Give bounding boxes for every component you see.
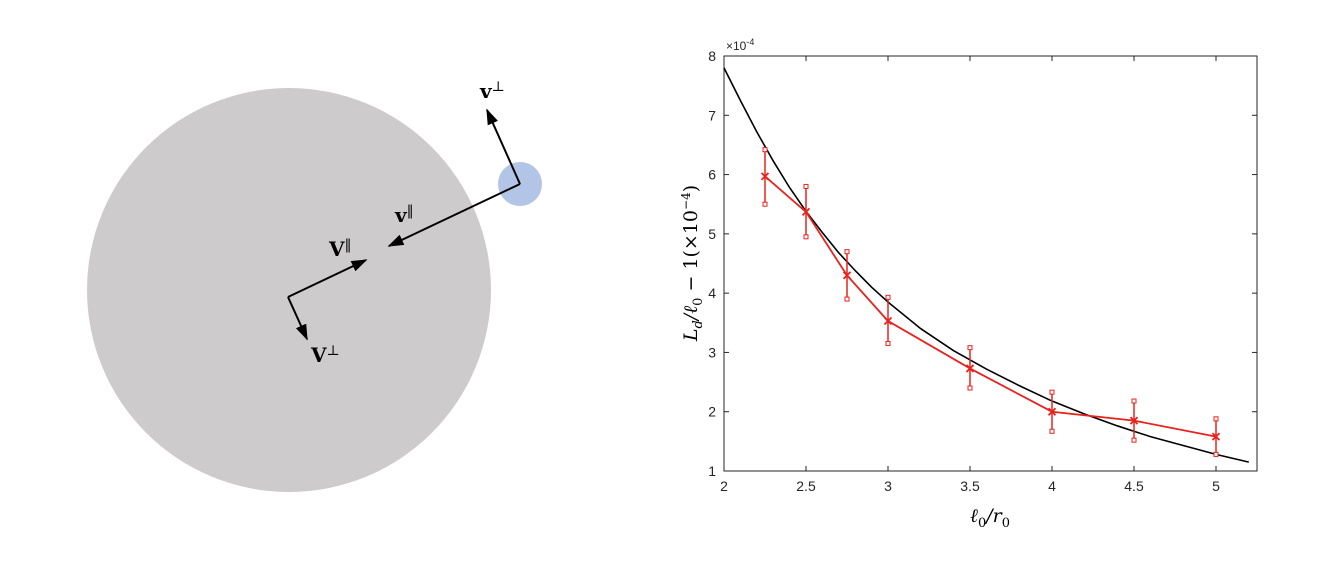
y-axis-label: Ld/ℓ0 − 1(×10−4) [679, 185, 706, 342]
error-cap-high [1213, 416, 1219, 422]
measured-line [764, 175, 1217, 438]
large-disk [87, 88, 491, 492]
data-point [842, 271, 852, 280]
error-cap-low [762, 201, 768, 207]
error-cap-low [885, 341, 891, 347]
data-point [965, 364, 975, 373]
error-cap-low [967, 385, 973, 391]
v-par-arrow [387, 183, 521, 247]
y-tick-label: 1 [708, 463, 716, 479]
error-cap-low [1131, 437, 1137, 443]
data-point [883, 316, 893, 326]
error-cap-high [1049, 389, 1055, 395]
V-par-arrow [287, 259, 368, 298]
y-tick-label: 8 [708, 48, 716, 64]
x-tick-label: 2 [720, 478, 728, 494]
x-tick-label: 3.5 [960, 478, 980, 494]
error-cap-high [967, 345, 973, 351]
v-perp-label: v⊥ [479, 79, 505, 103]
v-par-label: v‖ [394, 203, 414, 227]
error-cap-high [844, 249, 850, 255]
y-exponent: ×10-4 [726, 37, 754, 53]
x-tick-label: 4.5 [1124, 478, 1144, 494]
measured-series [760, 147, 1221, 457]
x-tick-label: 4 [1048, 478, 1056, 494]
x-tick-label: 2.5 [796, 478, 816, 494]
data-point [1211, 432, 1221, 441]
error-cap-low [803, 234, 809, 240]
data-point [760, 172, 770, 181]
V-par-label: V‖ [328, 237, 352, 261]
V-perp-arrow [287, 296, 308, 341]
y-tick-label: 3 [708, 344, 716, 360]
error-cap-high [762, 147, 768, 153]
error-cap-high [885, 294, 891, 300]
error-cap-high [1131, 398, 1137, 404]
y-tick-label: 5 [708, 226, 716, 242]
x-axis-label: ℓ0/r0 [970, 505, 1010, 531]
x-tick-label: 3 [884, 478, 892, 494]
y-tick-label: 4 [708, 285, 716, 301]
error-cap-low [1213, 451, 1219, 457]
x-tick-label: 5 [1212, 478, 1220, 494]
y-tick-label: 7 [708, 107, 716, 123]
error-cap-low [1049, 428, 1055, 434]
y-tick-label: 2 [708, 404, 716, 420]
V-perp-label: V⊥ [310, 343, 340, 367]
v-perp-arrow [486, 108, 521, 185]
y-tick-label: 6 [708, 167, 716, 183]
data-point [1047, 407, 1057, 416]
data-point [801, 207, 811, 217]
collision-diagram: v⊥ v‖ V‖ V⊥ [87, 79, 542, 492]
error-cap-high [803, 183, 809, 189]
plot-area [723, 55, 1258, 472]
error-cap-low [844, 296, 850, 302]
data-point [1129, 416, 1139, 425]
